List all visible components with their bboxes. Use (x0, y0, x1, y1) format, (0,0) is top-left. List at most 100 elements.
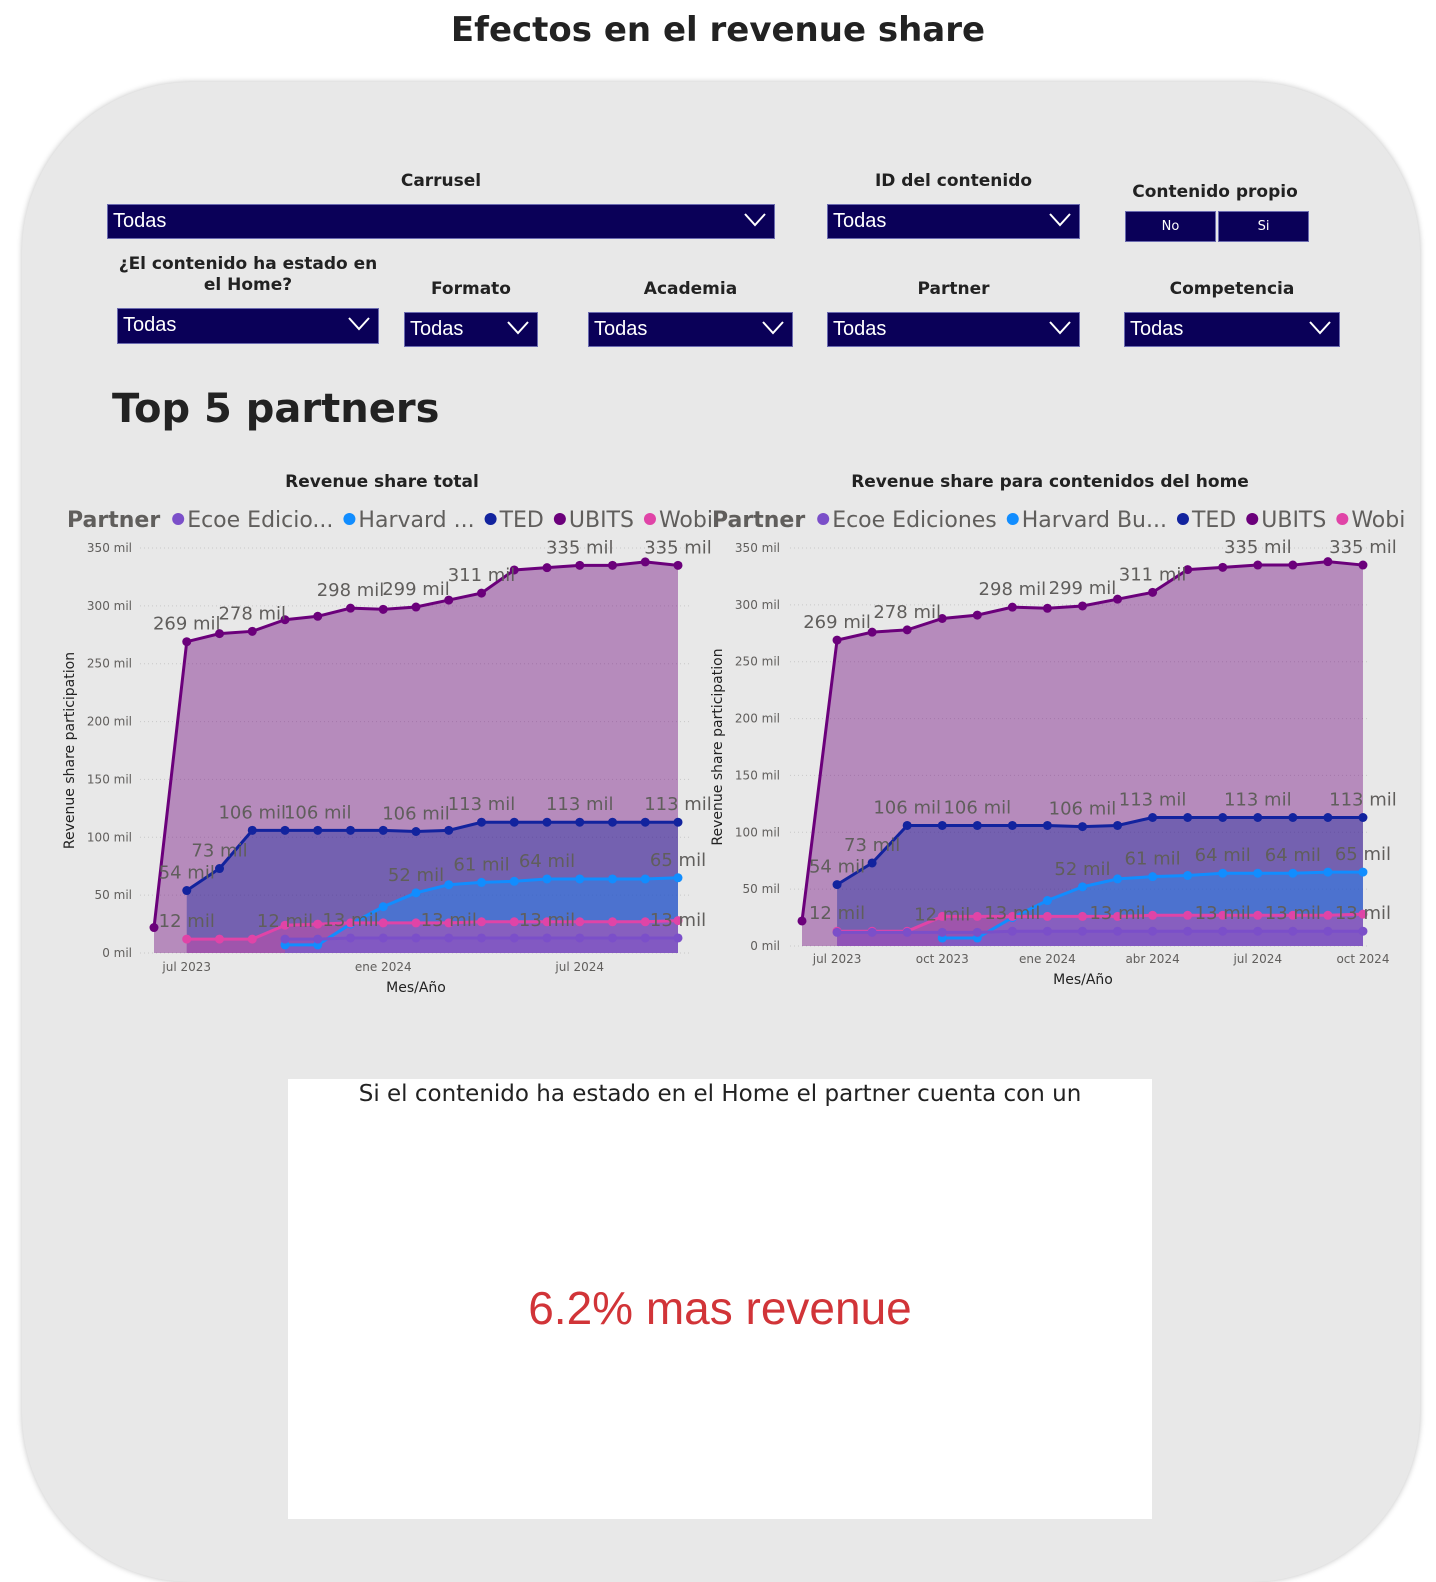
point (1288, 560, 1298, 570)
line (837, 929, 1363, 934)
filter-label: Partner (917, 279, 990, 299)
point (444, 595, 454, 605)
kpi-value: 6.2% mas revenue (528, 1282, 912, 1334)
data-label: 61 mil (1125, 849, 1181, 870)
point (477, 817, 486, 827)
point (1183, 813, 1193, 823)
data-label: 113 mil (1224, 790, 1292, 811)
chevron (507, 321, 529, 335)
y-tick-label: 100 mil (87, 830, 132, 844)
data-label: 64 mil (1195, 845, 1251, 866)
x-tick-label: ene 2024 (355, 960, 412, 974)
dropdown[interactable]: Todas (1124, 312, 1340, 347)
point (1148, 926, 1158, 936)
point (182, 934, 192, 944)
filter-label: ID del contenido (874, 171, 1033, 191)
y-tick-label: 0 mil (102, 946, 132, 960)
toggle-button[interactable]: Si (1218, 211, 1309, 242)
legend-dot (643, 513, 656, 525)
point (937, 911, 947, 921)
point (1077, 911, 1087, 921)
legend-title: Partner (712, 508, 805, 533)
chevron (762, 321, 784, 335)
point (937, 820, 947, 830)
point (1288, 926, 1298, 936)
dropdown[interactable]: Todas (404, 312, 538, 347)
data-label: 298 mil (317, 580, 385, 601)
point (509, 565, 519, 575)
data-label: 52 mil (1054, 859, 1110, 880)
line (837, 912, 1364, 933)
dropdown[interactable]: Todas (117, 308, 379, 344)
point (346, 603, 355, 613)
point (1148, 587, 1158, 597)
y-tick-label: 350 mil (735, 541, 780, 555)
point (673, 817, 683, 827)
point (313, 611, 323, 621)
point (182, 886, 192, 896)
data-label: 113 mil (644, 794, 712, 815)
legend-label: Wobi (1351, 508, 1405, 533)
point (378, 902, 388, 912)
point (1042, 603, 1052, 613)
data-label: 113 mil (546, 794, 614, 815)
filter-label: Carrusel (400, 171, 482, 191)
point (1218, 926, 1228, 936)
point (477, 588, 486, 598)
data-label: 12 mil (159, 911, 215, 932)
point (1007, 820, 1017, 830)
point (1042, 896, 1052, 906)
point (972, 820, 982, 830)
x-tick-label: jul 2024 (554, 960, 604, 974)
y-tick-label: 100 mil (735, 825, 780, 839)
point (575, 817, 585, 827)
legend-dot (172, 513, 185, 525)
point (247, 934, 257, 944)
point (972, 610, 982, 620)
point (1007, 926, 1017, 936)
data-label: 61 mil (453, 854, 509, 875)
point (444, 880, 454, 890)
dropdown-value: Todas (1130, 318, 1184, 340)
point (640, 917, 650, 927)
point (1288, 868, 1298, 878)
point (575, 874, 585, 884)
point (902, 820, 912, 830)
point (1042, 926, 1052, 936)
data-label: 13 mil (519, 910, 575, 931)
legend-dot (1336, 513, 1349, 525)
filter-label: Competencia (1169, 279, 1295, 299)
data-label: 269 mil (153, 614, 221, 635)
point (1148, 872, 1158, 882)
point (1113, 926, 1123, 936)
point (1253, 926, 1263, 936)
data-label: 52 mil (388, 865, 444, 886)
dropdown-value: Todas (594, 318, 648, 340)
dropdown[interactable]: Todas (107, 204, 775, 239)
dropdown-value: Todas (833, 318, 887, 340)
point (542, 817, 552, 827)
point (313, 825, 323, 835)
dropdown[interactable]: Todas (827, 204, 1080, 239)
point (1042, 911, 1052, 921)
dropdown[interactable]: Todas (588, 312, 793, 347)
data-label: 12 mil (809, 903, 865, 924)
point (1323, 910, 1333, 920)
point (477, 877, 486, 887)
point (575, 560, 585, 570)
data-label: 335 mil (546, 537, 614, 558)
point (937, 614, 947, 624)
point (1183, 910, 1193, 920)
point (542, 563, 552, 573)
point (1148, 910, 1158, 920)
legend-dot (484, 513, 497, 525)
data-label: 311 mil (448, 565, 516, 586)
y-tick-label: 200 mil (87, 715, 132, 729)
point (411, 933, 421, 943)
point (1288, 910, 1298, 920)
data-label: 335 mil (1224, 537, 1292, 558)
dropdown[interactable]: Todas (827, 312, 1080, 347)
point (378, 918, 388, 928)
line (186, 919, 679, 941)
toggle-button[interactable]: No (1125, 211, 1216, 242)
